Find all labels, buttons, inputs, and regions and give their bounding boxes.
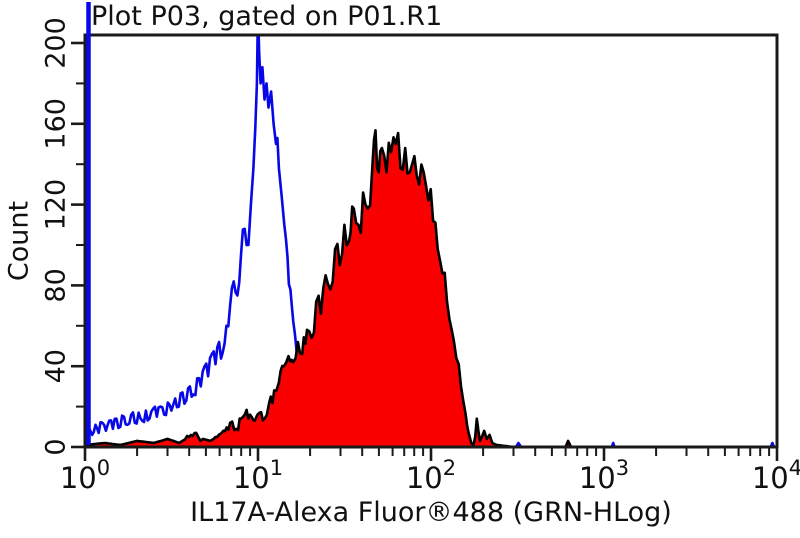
y-axis-label: Count (3, 200, 35, 282)
control-histogram-curve (86, 36, 775, 446)
y-tick-label: 200 (41, 17, 72, 69)
sample-histogram-filled (86, 129, 572, 446)
y-tick-label: 40 (41, 349, 72, 383)
y-tick-label: 160 (41, 98, 72, 150)
plot-frame (83, 33, 779, 449)
x-axis-label: IL17A-Alexa Fluor®488 (GRN-HLog) (190, 497, 672, 528)
y-tick-label: 0 (41, 438, 72, 455)
y-tick-label: 80 (41, 268, 72, 302)
y-tick-label: 120 (41, 179, 72, 231)
plot-title: Plot P03, gated on P01.R1 (91, 1, 443, 32)
x-tick-label: 103 (579, 456, 629, 495)
